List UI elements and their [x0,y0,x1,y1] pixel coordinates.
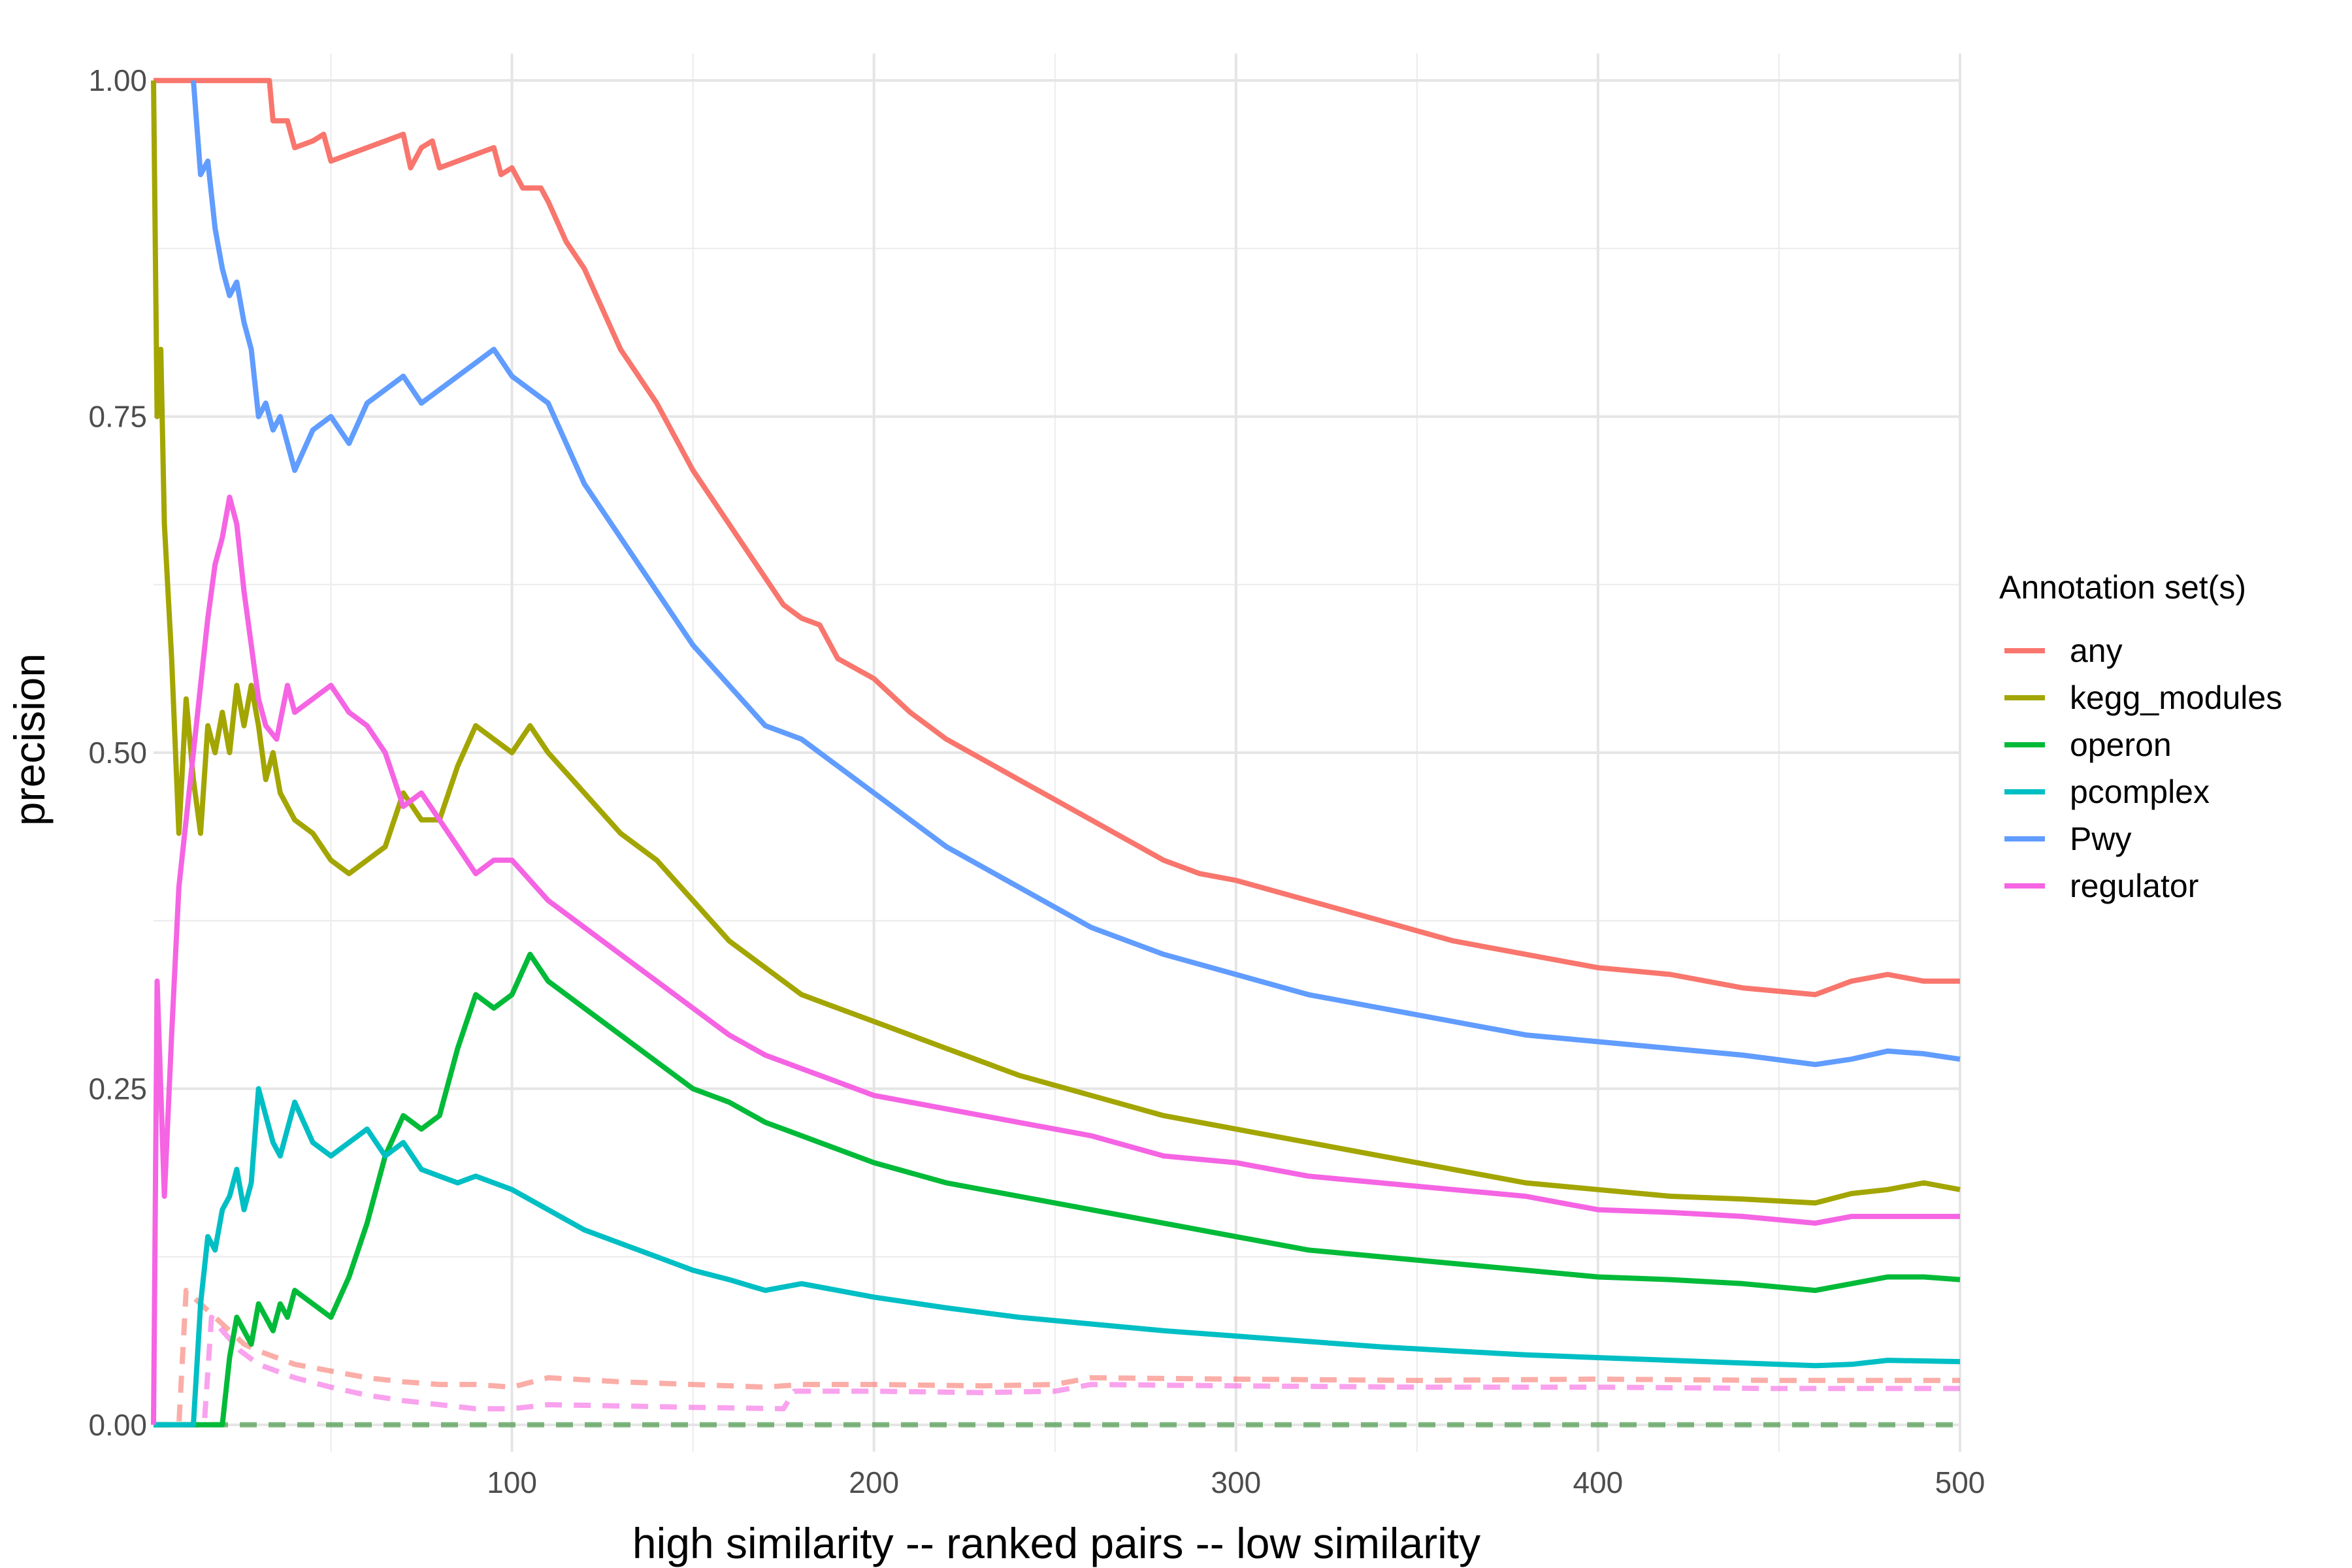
y-tick-label: 0.75 [88,400,147,434]
series-line-operon [154,951,1961,1428]
y-axis-ticks: 0.00 0.25 0.50 0.75 1.00 [88,63,147,1442]
y-tick-label: 0.50 [88,736,147,770]
y-tick-label: 0.25 [88,1071,147,1105]
x-tick-label: 300 [1211,1465,1261,1499]
legend-title: Annotation set(s) [1999,569,2246,606]
y-tick-label: 0.00 [88,1408,147,1442]
series-line-kegg-modules [151,80,1961,1206]
x-axis-ticks: 100 200 300 400 500 [487,1465,1985,1499]
series-line-regulator-dashed [154,1315,1960,1428]
legend-label: any [2070,632,2123,669]
x-tick-label: 400 [1573,1465,1624,1499]
x-axis-title: high similarity -- ranked pairs -- low s… [632,1519,1480,1567]
x-tick-label: 500 [1935,1465,1985,1499]
legend-label: regulator [2070,868,2198,904]
series-lines [151,78,1961,1428]
legend-label: operon [2070,727,2172,763]
legend-label: Pwy [2070,821,2131,857]
series-line-pwy [191,80,1961,1068]
x-tick-label: 200 [849,1465,899,1499]
series-line-regulator [151,495,1960,1425]
legend-label: pcomplex [2070,774,2210,810]
grid-lines [154,54,1961,1452]
y-tick-label: 1.00 [88,63,147,97]
x-tick-label: 100 [487,1465,537,1499]
y-axis-title: precision [5,653,54,826]
legend-label: kegg_modules [2070,679,2282,716]
series-line-any-dashed [154,1288,1960,1428]
series-line-pcomplex [154,1086,1961,1428]
series-line-any [154,78,1960,998]
